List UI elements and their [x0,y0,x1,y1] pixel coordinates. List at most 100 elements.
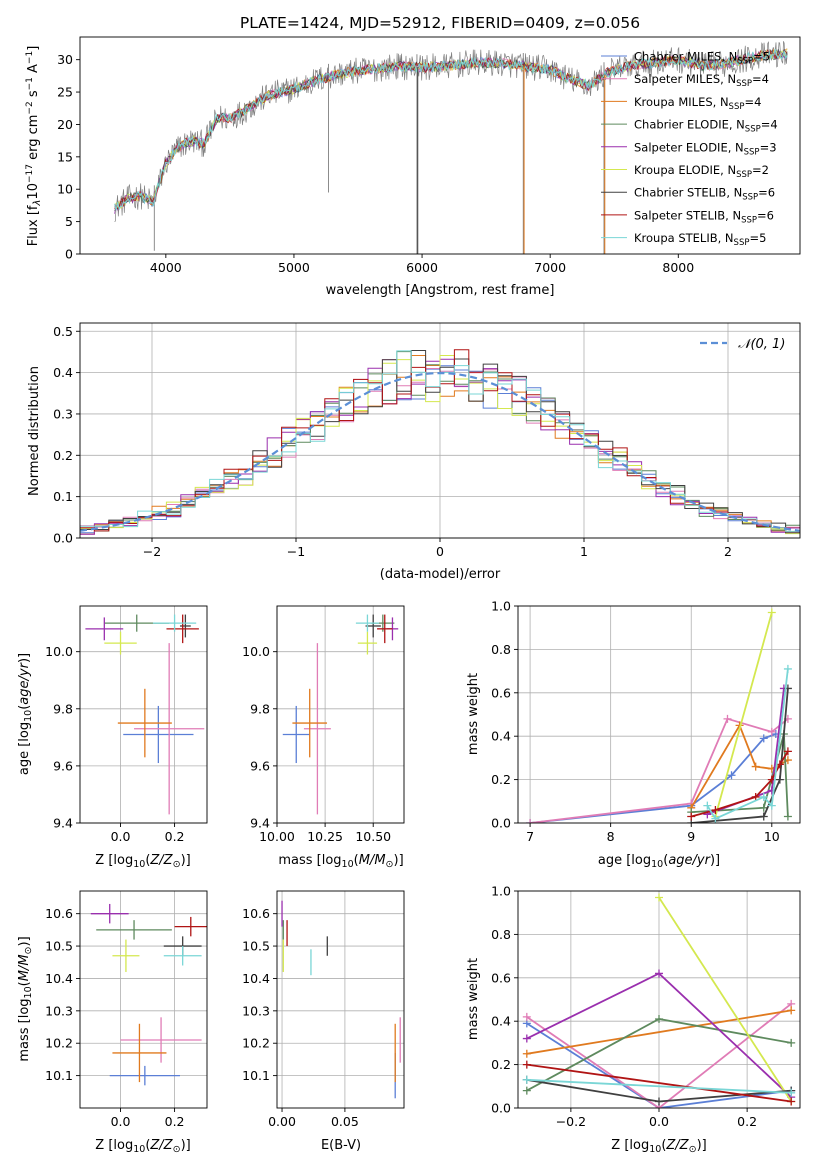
plot-area [114,41,788,254]
marker-kroupa_stelib [759,792,768,801]
y-axis-label: Normed distribution [27,366,42,496]
marker-kroupa_miles [787,1006,796,1015]
y-tick-label: 1.0 [491,599,511,614]
legend-label: Salpeter STELIB, NSSP=6 [634,208,774,225]
marker-salpeter_stelib [522,1060,531,1069]
marker-salpeter_elodie [522,1034,531,1043]
marker-salpeter_miles [526,819,535,823]
y-tick-label: 0.3 [53,406,73,421]
y-axis-label: Flux [fλ10−17 erg cm−2 s−1 A−1] [25,46,43,247]
x-tick-label: 10.25 [307,829,343,844]
plot-area [90,903,207,1086]
y-tick-label: 5 [65,214,73,229]
legend-label: Chabrier MILES, NSSP=5 [634,50,770,67]
x-tick-label: −2 [143,544,161,559]
legend-label: Chabrier ELODIE, NSSP=4 [634,118,778,135]
axes-spectrum: 4000 5000 6000 7000 8000 0 5 10 15 20 25 30 waveleng… [25,36,801,298]
plot-area [281,900,401,1099]
marker-kroupa_miles [522,1049,531,1058]
y-axis-label: mass [log10(M/M⊙)] [17,936,34,1061]
x-tick-label: 5000 [278,260,310,275]
axes-frame: 0.0 0.2 10.1 10.2 10.3 10.4 10.5 10.6 Z [log10(Z… [17,890,208,1155]
x-axis-label: Z [log10(Z/Z⊙)] [95,1138,190,1155]
y-tick-label: 0.2 [491,772,511,787]
plot-area [522,893,796,1108]
legend-label: Salpeter ELODIE, NSSP=3 [634,140,777,157]
y-tick-label: 0.1 [53,489,73,504]
marker-kroupa_miles [751,762,760,771]
y-tick-label: 10 [57,182,73,197]
marker-chabrier_elodie [787,1038,796,1047]
y-tick-label: 0.5 [53,324,73,339]
line-kroupa_elodie [714,612,773,817]
x-tick-label: 0.2 [165,829,185,844]
line-kroupa_elodie [658,897,792,1102]
y-tick-label: 0.4 [491,729,511,744]
axes-border [517,605,801,824]
marker-salpeter_miles [767,727,776,736]
y-tick-label: 10.1 [242,1068,270,1083]
line-salpeter_stelib [526,1063,792,1103]
line-kroupa_miles [526,1009,792,1055]
x-tick-label: 10.00 [259,829,295,844]
legend-label: Kroupa MILES, NSSP=4 [634,95,761,112]
axes-frame: 10.00 10.25 10.50 9.4 9.6 9.8 10.0 mass [log10(… [242,605,405,870]
x-tick-label: −0.2 [556,1114,586,1129]
marker-kroupa_elodie [655,893,663,902]
y-axis-label: mass weight [466,673,481,755]
y-tick-label: 10.3 [242,1003,270,1018]
legend-label: Kroupa STELIB, NSSP=5 [634,231,766,248]
line-kroupa_stelib [526,1078,792,1094]
x-tick-label: 6000 [406,260,438,275]
y-tick-label: 0.0 [491,816,511,831]
marker-chabrier_elodie [522,1086,531,1095]
legend-label: Chabrier STELIB, NSSP=6 [634,186,775,203]
y-tick-label: 0.4 [491,1014,511,1029]
plot-layer: 4000 5000 6000 7000 8000051015202530waveleng… [17,36,801,1155]
model-spectrum-kroupa_stelib [114,49,788,211]
y-tick-label: 0.0 [53,531,73,546]
y-tick-label: 0 [65,247,73,262]
axes-border [79,36,801,255]
y-tick-label: 10.3 [45,1003,73,1018]
axes-age_vs_z: 0.0 0.2 9.4 9.6 9.8 10.0 Z [log10(Z/Z⊙)] age [l… [17,605,208,870]
x-tick-label: 0.0 [111,829,131,844]
y-tick-label: 10.6 [45,906,73,921]
x-axis-label: Z [log10(Z/Z⊙)] [611,1138,706,1155]
y-tick-label: 10.0 [45,644,73,659]
x-axis-label: E(B-V) [321,1138,361,1153]
marker-chabrier_stelib [775,775,784,784]
y-tick-label: 9.4 [53,816,73,831]
axes-frame: −2 −1 0 1 2 0.0 0.1 0.2 0.3 0.4 0.5 (data-model)/er… [27,322,801,582]
y-tick-label: 9.8 [250,701,270,716]
x-axis-label: mass [log10(M/M⊙)] [278,853,403,870]
axes-mass_weight_vs_z: −0.2 0.0 0.2 0.0 0.2 0.4 0.6 0.8 1.0 Z [log10(Z/Z… [466,884,801,1155]
marker-chabrier_stelib [759,812,768,821]
axes-border [79,890,208,1109]
y-tick-label: 25 [57,85,73,100]
marker-chabrier_elodie [783,812,792,821]
x-tick-label: 7000 [534,260,566,275]
x-tick-label: 4000 [150,260,182,275]
marker-salpeter_miles [723,714,732,723]
x-tick-label: −1 [287,544,305,559]
marker-kroupa_elodie [767,608,776,617]
plot-area [80,349,800,535]
x-tick-label: 0.05 [331,1114,359,1129]
figure-title: PLATE=1424, MJD=52912, FIBERID=0409, z=0… [240,14,640,32]
marker-kroupa_stelib [703,801,712,810]
y-tick-label: 10.5 [45,939,73,954]
marker-salpeter_miles [522,1012,531,1021]
y-tick-label: 1.0 [491,884,511,899]
x-axis-label: (data-model)/error [380,567,501,582]
x-tick-label: 0.00 [268,1114,296,1129]
plot-area [85,614,205,815]
axes-mass_vs_z: 0.0 0.2 10.1 10.2 10.3 10.4 10.5 10.6 Z [log10(Z… [17,890,208,1155]
x-tick-label: 8000 [662,260,694,275]
gaussian-curve [80,372,800,532]
x-tick-label: 7 [526,829,534,844]
y-tick-label: 9.4 [250,816,270,831]
x-tick-label: 0 [436,544,444,559]
marker-salpeter_stelib [687,812,696,821]
